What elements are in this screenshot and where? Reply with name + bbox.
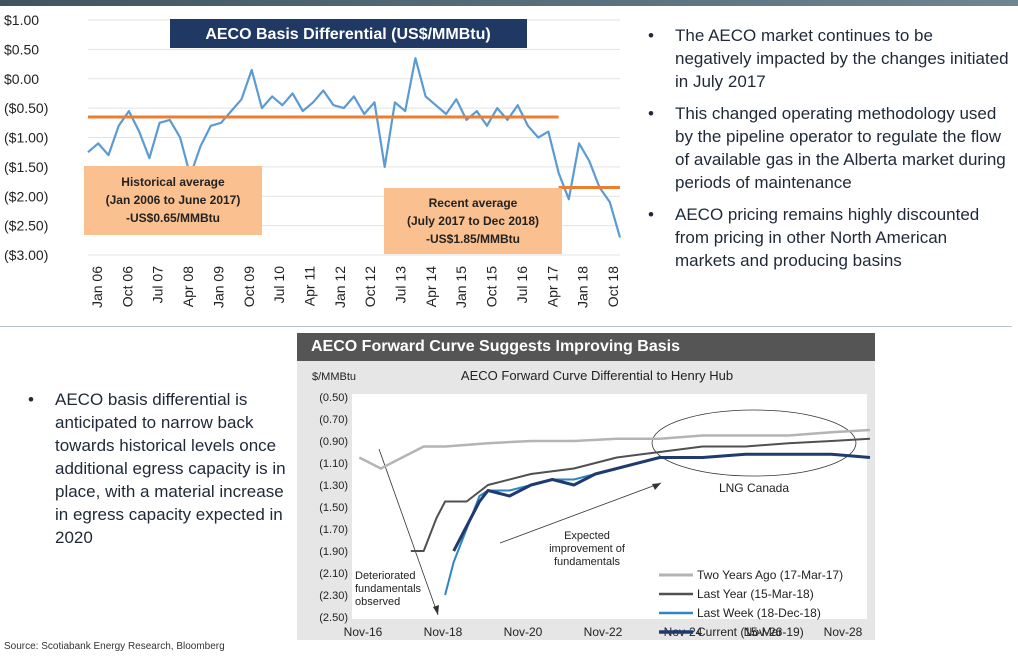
bullet-item: This changed operating methodology used … [640, 102, 1010, 194]
x-tick-label: Jan 09 [210, 266, 226, 308]
y-tick-label: (0.50) [319, 392, 348, 404]
x-tick-label: Oct 06 [119, 266, 135, 307]
forward-curve-panel: AECO Forward Curve Suggests Improving Ba… [297, 333, 875, 640]
deterioration-arrow [378, 448, 439, 616]
x-tick-label: Apr 11 [301, 266, 317, 306]
lng-canada-ellipse [651, 409, 857, 477]
top-bullet-list: The AECO market continues to be negative… [640, 24, 1010, 281]
y-tick-label: (1.50) [319, 502, 348, 514]
x-tick-label: Jan 12 [332, 266, 348, 308]
y-tick-label: (0.90) [319, 436, 348, 448]
y-tick-label: (2.10) [319, 568, 348, 580]
x-tick-label: Oct 09 [241, 266, 257, 307]
chart-title-box: AECO Basis Differential (US$/MMBtu) [170, 19, 527, 48]
series-line-1 [410, 437, 871, 552]
series-line-0 [358, 428, 871, 470]
x-tick-label: Oct 12 [362, 266, 378, 307]
x-tick-label: Jan 06 [89, 266, 105, 308]
y-tick-label: ($2.00) [4, 188, 48, 204]
source-note: Source: Scotiabank Energy Research, Bloo… [4, 641, 225, 652]
annotation-line: -US$1.85/MMBtu [426, 232, 520, 246]
y-tick-label: (1.70) [319, 524, 348, 536]
lng-canada-label: LNG Canada [719, 481, 789, 495]
annotation-line: Recent average [429, 196, 518, 210]
deterioration-arrowhead [433, 605, 439, 615]
chart-title: AECO Basis Differential (US$/MMBtu) [205, 26, 490, 43]
x-tick-label: Nov-16 [344, 625, 383, 639]
y-tick-label: (2.50) [319, 612, 348, 624]
bullet-item: The AECO market continues to be negative… [640, 24, 1010, 93]
x-tick-label: Apr 14 [423, 266, 439, 307]
aeco-basis-chart: $1.00 $0.50 $0.00 ($0.50) ($1.00) ($1.50) ($2.… [4, 12, 622, 308]
y-tick-label: (0.70) [319, 414, 348, 426]
y-axis-label: $/MMBtu [312, 371, 356, 383]
x-tick-label: Nov-22 [584, 625, 623, 639]
forward-curve-header: AECO Forward Curve Suggests Improving Ba… [297, 333, 875, 361]
x-tick-label: Oct 15 [484, 266, 500, 307]
section-divider [0, 326, 1012, 327]
x-tick-label: Oct 18 [605, 266, 621, 307]
x-tick-label: Jul 10 [271, 266, 287, 304]
x-tick-label: Nov-28 [824, 625, 863, 639]
improvement-label: fundamentals [554, 556, 621, 568]
x-tick-label: Nov-20 [504, 625, 543, 639]
bullet-item: AECO pricing remains highly discounted f… [640, 203, 1010, 272]
x-tick-label: Jan 18 [575, 266, 591, 308]
annotation-line: -US$0.65/MMBtu [126, 211, 220, 225]
bullet-item: AECO basis differential is anticipated t… [20, 388, 290, 549]
x-tick-label: Jul 16 [514, 266, 530, 304]
x-tick-label: Apr 17 [544, 266, 560, 307]
recent-average-annotation: Recent average (July 2017 to Dec 2018) -… [384, 188, 562, 254]
y-tick-label: (1.90) [319, 546, 348, 558]
improvement-label: Expected [564, 530, 610, 542]
historical-average-annotation: Historical average (Jan 2006 to June 201… [84, 166, 262, 235]
y-tick-label: (1.10) [319, 458, 348, 470]
aeco-basis-series-line [87, 57, 622, 238]
x-tick-label: Jul 13 [393, 266, 409, 304]
y-tick-label: $0.00 [4, 71, 39, 87]
forward-curve-chart: $/MMBtu AECO Forward Curve Differential … [297, 361, 875, 640]
deterioration-label: fundamentals [355, 583, 422, 595]
bottom-bullet-list: AECO basis differential is anticipated t… [20, 388, 290, 549]
x-tick-label: Nov-18 [424, 625, 463, 639]
x-tick-label: Jul 07 [150, 266, 166, 304]
annotation-line: (Jan 2006 to June 2017) [106, 193, 241, 207]
y-tick-label: $1.00 [4, 12, 39, 28]
y-tick-label: ($3.00) [4, 247, 48, 263]
improvement-arrow [499, 482, 662, 544]
annotation-line: Historical average [121, 175, 225, 189]
legend: Two Years Ago (17-Mar-17) Last Year (15-M… [659, 568, 843, 639]
legend-label: Last Year (15-Mar-18) [697, 587, 814, 601]
x-tick-label: Apr 08 [180, 266, 196, 307]
legend-label: Current (15-Mar-19) [697, 625, 804, 639]
series-line-3 [452, 452, 871, 552]
deterioration-label: observed [355, 596, 400, 608]
top-banner [0, 0, 1018, 6]
annotation-line: (July 2017 to Dec 2018) [407, 214, 539, 228]
deterioration-label: Deteriorated [355, 570, 416, 582]
y-tick-label: (2.30) [319, 590, 348, 602]
y-tick-label: ($1.00) [4, 130, 48, 146]
y-tick-label: $0.50 [4, 41, 39, 57]
y-tick-label: (1.30) [319, 480, 348, 492]
y-tick-label: ($2.50) [4, 218, 48, 234]
x-tick-label: Jan 15 [453, 266, 469, 308]
legend-label: Two Years Ago (17-Mar-17) [697, 568, 843, 582]
improvement-label: improvement of [549, 543, 626, 555]
y-tick-label: ($1.50) [4, 159, 48, 175]
improvement-arrowhead [652, 483, 661, 490]
chart-title: AECO Forward Curve Differential to Henry… [461, 368, 733, 383]
y-tick-label: ($0.50) [4, 100, 48, 116]
x-tick-label: Nov-26 [744, 625, 783, 639]
legend-label: Last Week (18-Dec-18) [697, 606, 821, 620]
